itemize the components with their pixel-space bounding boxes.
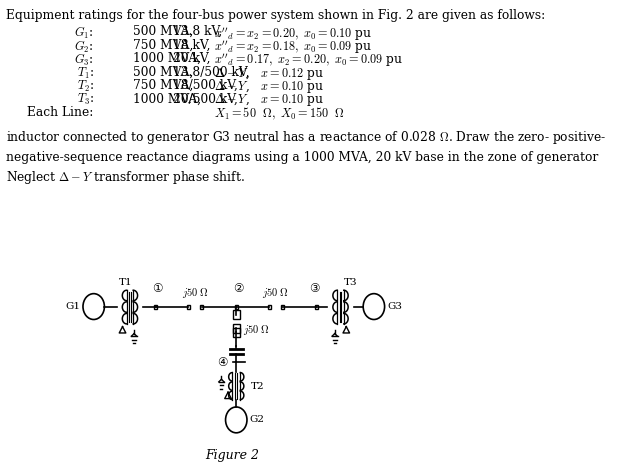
Text: 20/500 kV,: 20/500 kV, <box>173 92 238 106</box>
Text: G1: G1 <box>66 302 81 311</box>
Text: Equipment ratings for the four-bus power system shown in Fig. 2 are given as fol: Equipment ratings for the four-bus power… <box>6 9 546 23</box>
Text: $G_3$:: $G_3$: <box>74 52 94 68</box>
Text: 18/500 kV,: 18/500 kV, <box>173 79 238 92</box>
Bar <box>187 304 190 309</box>
Text: 13.8 kV,: 13.8 kV, <box>173 25 222 38</box>
Text: $\Delta - Y$,   $x = 0.12$ pu: $\Delta - Y$, $x = 0.12$ pu <box>214 66 325 82</box>
Text: $j50\ \Omega$: $j50\ \Omega$ <box>243 324 270 337</box>
Text: $G_1$:: $G_1$: <box>74 25 94 41</box>
Text: $G_2$:: $G_2$: <box>74 38 94 55</box>
Text: G3: G3 <box>387 302 402 311</box>
Text: ①: ① <box>152 282 162 295</box>
Text: 500 MVA,: 500 MVA, <box>134 25 194 38</box>
Text: 18 kV,: 18 kV, <box>173 38 210 52</box>
Text: $T_1$:: $T_1$: <box>77 66 94 81</box>
Bar <box>233 310 240 319</box>
Bar <box>281 304 284 309</box>
Bar <box>314 304 318 309</box>
Text: Each Line:: Each Line: <box>27 106 94 119</box>
Bar <box>235 304 238 309</box>
Bar <box>154 304 157 309</box>
Text: ②: ② <box>233 282 243 295</box>
Text: $\Delta - Y$,   $x = 0.10$ pu: $\Delta - Y$, $x = 0.10$ pu <box>214 79 325 95</box>
Text: $T_2$:: $T_2$: <box>77 79 94 94</box>
Text: ③: ③ <box>309 282 320 295</box>
Text: 500 MVA,: 500 MVA, <box>134 66 194 78</box>
Text: T3: T3 <box>344 278 357 287</box>
Text: $T_3$:: $T_3$: <box>77 92 94 107</box>
Text: $x''_d = x_2 = 0.20,\ x_0 = 0.10$ pu: $x''_d = x_2 = 0.20,\ x_0 = 0.10$ pu <box>214 25 373 43</box>
Text: $\Delta - Y$,   $x = 0.10$ pu: $\Delta - Y$, $x = 0.10$ pu <box>214 92 325 108</box>
Text: $j50\ \Omega$: $j50\ \Omega$ <box>263 286 289 300</box>
Text: ④: ④ <box>217 356 228 369</box>
Text: $j50\ \Omega$: $j50\ \Omega$ <box>181 286 208 300</box>
Text: 13.8/500 kV,: 13.8/500 kV, <box>173 66 249 78</box>
Text: 1000 MVA,: 1000 MVA, <box>134 52 201 65</box>
Text: $x''_d = 0.17,\ x_2 = 0.20,\ x_0 = 0.09$ pu: $x''_d = 0.17,\ x_2 = 0.20,\ x_0 = 0.09$… <box>214 52 403 69</box>
Text: Figure 2: Figure 2 <box>205 449 259 461</box>
Text: G2: G2 <box>249 416 265 424</box>
Text: inductor connected to generator G3 neutral has a reactance of 0.028 $\Omega$. Dr: inductor connected to generator G3 neutr… <box>6 129 606 186</box>
Text: 750 MVA,: 750 MVA, <box>134 79 194 92</box>
Text: 20 kV,: 20 kV, <box>173 52 210 65</box>
Text: 1000 MVA,: 1000 MVA, <box>134 92 201 106</box>
Bar <box>200 304 203 309</box>
Text: $X_1 = 50\ \ \Omega,\ X_0 = 150\ \ \Omega$: $X_1 = 50\ \ \Omega,\ X_0 = 150\ \ \Omeg… <box>214 106 345 122</box>
Text: T2: T2 <box>251 382 265 391</box>
Text: 750 MVA,: 750 MVA, <box>134 38 194 52</box>
Bar <box>268 304 271 309</box>
Text: $x''_d = x_2 = 0.18,\ x_0 = 0.09$ pu: $x''_d = x_2 = 0.18,\ x_0 = 0.09$ pu <box>214 38 373 56</box>
Text: T1: T1 <box>119 278 133 287</box>
Bar <box>233 324 240 333</box>
Bar <box>233 328 240 337</box>
